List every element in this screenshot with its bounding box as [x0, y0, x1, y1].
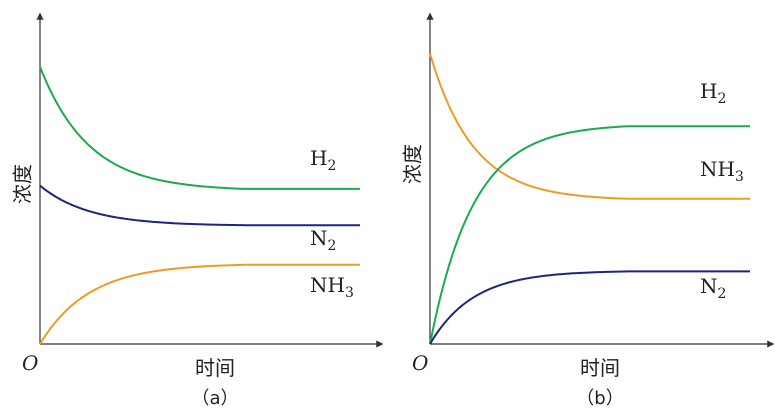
panel-a-x-label: 时间: [195, 356, 235, 380]
series-label-base: NH: [700, 157, 735, 181]
series-label-h2: H2: [700, 79, 726, 107]
series-label-base: NH: [310, 273, 345, 297]
panel-b-origin-label: O: [412, 351, 428, 375]
panel-a-y-label: 浓度: [11, 164, 35, 204]
series-line-h2: [39, 66, 360, 190]
panel-b-caption: （b）: [576, 388, 623, 409]
series-label-subscript: 3: [735, 169, 744, 185]
series-label-nh3: NH3: [700, 157, 744, 185]
series-line-n2: [429, 270, 750, 345]
panel-b-series-group: [429, 53, 750, 345]
panel-b-x-label: 时间: [580, 356, 620, 380]
panel-b-y-label: 浓度: [401, 144, 425, 184]
series-line-h2: [429, 125, 750, 345]
panel-a-origin-label: O: [22, 351, 38, 375]
series-label-h2: H2: [310, 146, 336, 174]
series-line-n2: [39, 184, 360, 227]
series-label-subscript: 2: [718, 286, 727, 302]
series-label-nh3: NH3: [310, 273, 354, 301]
series-line-nh3: [429, 53, 750, 200]
series-label-subscript: 2: [327, 158, 336, 174]
series-label-subscript: 2: [328, 238, 337, 254]
series-label-base: N: [310, 226, 328, 250]
series-label-n2: N2: [700, 274, 726, 302]
series-label-n2: N2: [310, 226, 336, 254]
series-label-base: H: [310, 146, 327, 170]
series-label-subscript: 2: [717, 91, 726, 107]
series-label-base: H: [700, 79, 717, 103]
series-label-subscript: 3: [345, 285, 354, 301]
panel-a-caption: （a）: [191, 388, 238, 409]
series-line-nh3: [39, 263, 360, 345]
panel-a-series-group: [39, 66, 360, 345]
series-label-base: N: [700, 274, 718, 298]
